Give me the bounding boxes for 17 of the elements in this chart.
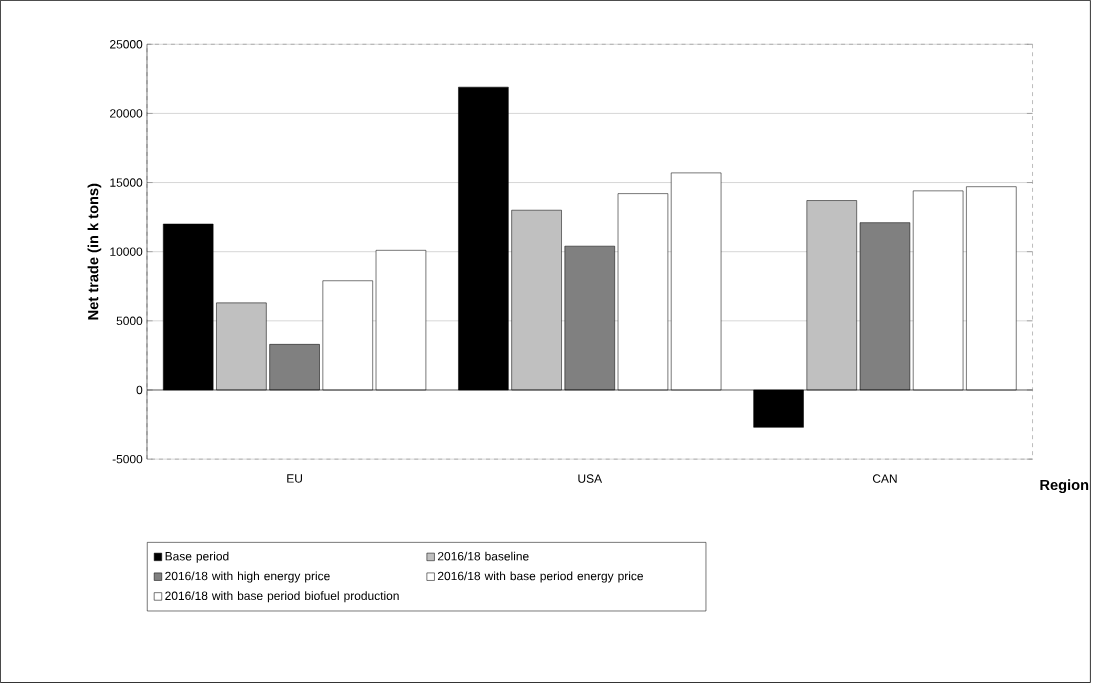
x-tick-label: USA [578, 474, 603, 483]
x-axis-title: Region [1040, 479, 1089, 494]
x-tick-label: CAN [872, 474, 897, 483]
y-tick-label: 5000 [116, 316, 143, 326]
y-axis-title: Net trade (in k tons) [87, 183, 102, 320]
legend-label: 2016/18 with base period biofuel production [165, 591, 399, 603]
y-tick-label: 15000 [110, 178, 143, 187]
x-tick-label: EU [287, 474, 302, 483]
y-tick-label: 10000 [110, 247, 143, 256]
legend-label: 2016/18 with base period energy price [437, 571, 644, 583]
legend-label: Base period [165, 551, 229, 563]
y-tick-label: 20000 [110, 109, 143, 118]
legend-label: 2016/18 with high energy price [165, 571, 330, 583]
legend-label: 2016/18 baseline [437, 551, 529, 561]
y-tick-label: 0 [136, 385, 143, 395]
y-tick-label: -5000 [112, 454, 143, 464]
y-tick-label: 25000 [110, 40, 143, 49]
